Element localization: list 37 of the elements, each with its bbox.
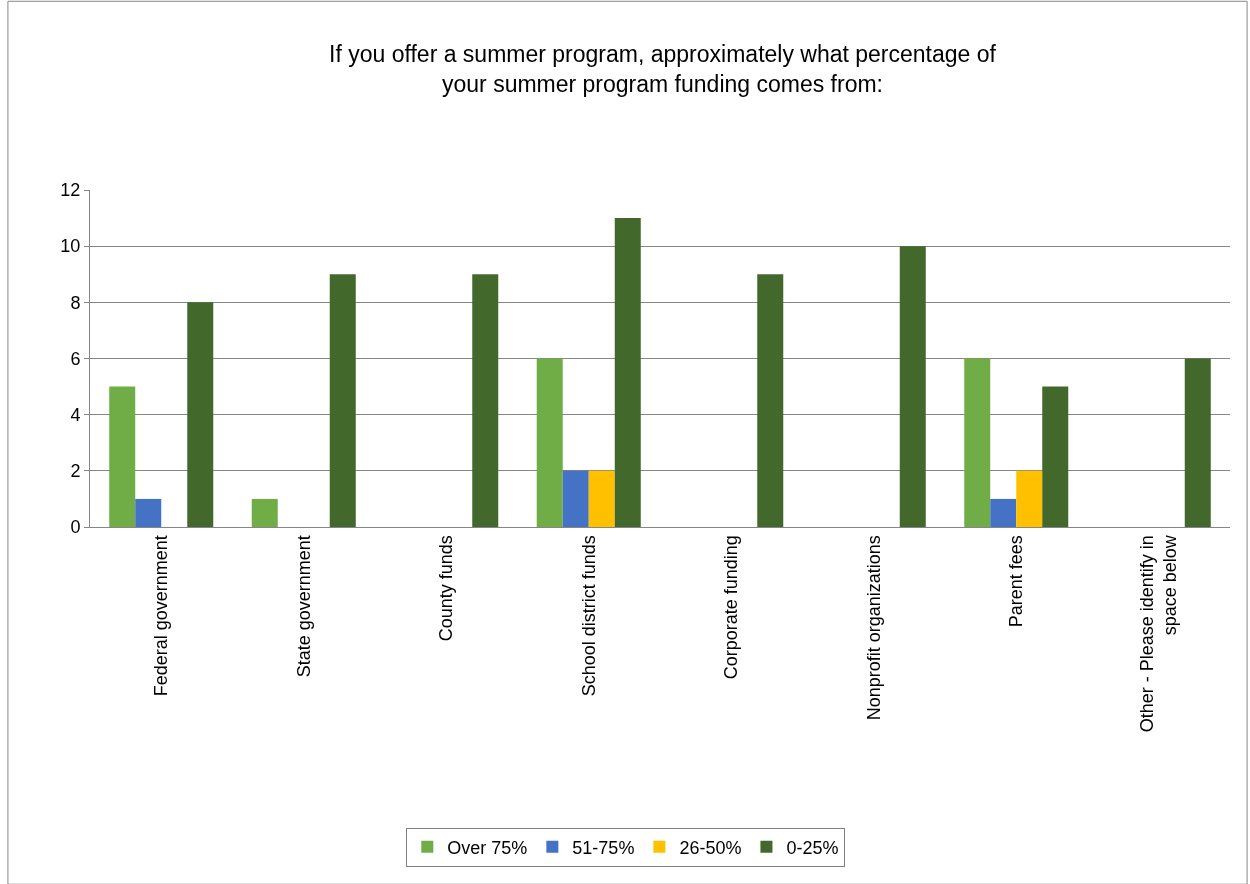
legend-label: Over 75% (447, 837, 528, 858)
y-tick-label: 0 (70, 517, 81, 538)
bar (1184, 358, 1211, 527)
y-tick-label: 2 (70, 461, 81, 482)
bar (964, 358, 991, 527)
legend-label: 51-75% (572, 837, 635, 858)
legend-label: 0-25% (786, 837, 839, 858)
x-tick-label: Nonprofit organizations (863, 535, 884, 721)
bar (588, 470, 615, 527)
bar (109, 386, 136, 527)
bar (472, 274, 499, 527)
bar (562, 470, 589, 527)
bar (899, 246, 926, 527)
bar (135, 498, 162, 527)
bar (251, 498, 278, 527)
x-tick-label: State government (293, 535, 314, 678)
bar (1042, 386, 1069, 527)
x-tick-label: School district funds (578, 535, 599, 697)
bar (329, 274, 356, 527)
y-tick-label: 8 (70, 292, 81, 313)
bar (536, 358, 563, 527)
x-tick-label: County funds (436, 535, 457, 642)
bar (614, 218, 641, 527)
chart-title: If you offer a summer program, approximately what percentage of your summer program funding comes from: (329, 40, 997, 97)
bar (990, 498, 1017, 527)
y-tick-label: 4 (70, 404, 81, 425)
bar (757, 274, 784, 527)
x-tick-label: Other - Please identify in space below (1136, 534, 1181, 733)
y-tick-label: 6 (70, 348, 81, 369)
x-tick-label: Corporate funding (721, 535, 742, 680)
legend-label: 26-50% (679, 837, 742, 858)
bar (1016, 470, 1043, 527)
bar (187, 302, 214, 527)
y-tick-label: 10 (60, 236, 81, 257)
y-tick-label: 12 (60, 180, 81, 201)
x-tick-label: Federal government (151, 535, 172, 697)
x-tick-label: Parent fees (1006, 535, 1027, 628)
